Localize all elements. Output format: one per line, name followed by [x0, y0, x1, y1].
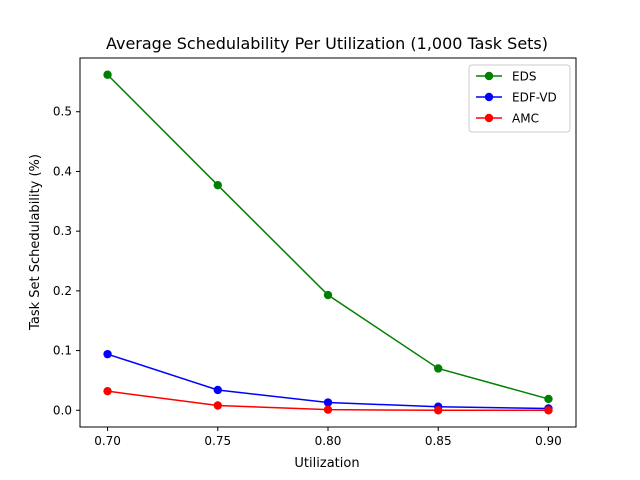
legend-box: [468, 64, 571, 133]
data-point: [434, 364, 443, 373]
x-tick-label: 0.70: [94, 434, 121, 448]
legend-marker: [484, 71, 494, 81]
legend-marker: [484, 92, 494, 102]
plot-area: 0.70 0.75 0.80 0.85 0.90 0.0 0.1 0.2 0.3 0.4 0.5: [53, 70, 562, 448]
chart-title: Average Schedulability Per Utilization (…: [106, 34, 548, 53]
data-point: [434, 406, 443, 415]
x-tick-label: 0.80: [315, 434, 342, 448]
data-point: [544, 394, 553, 404]
data-point: [103, 349, 112, 359]
data-point: [213, 401, 222, 410]
legend-label: AMC: [512, 112, 539, 126]
data-point: [103, 70, 112, 79]
x-tick-label: 0.75: [204, 434, 231, 448]
data-point: [544, 406, 553, 415]
legend-label: EDS: [512, 70, 536, 84]
y-axis-label: Task Set Schedulability (%): [28, 154, 43, 331]
data-point: [213, 385, 222, 395]
data-point: [103, 386, 112, 396]
y-tick-label: 0.3: [53, 224, 72, 238]
x-tick-label: 0.85: [425, 434, 452, 448]
y-tick-label: 0.1: [53, 344, 72, 358]
legend: EDS EDF-VD AMC: [468, 64, 571, 133]
data-point: [323, 398, 333, 407]
y-tick-label: 0.2: [53, 284, 72, 298]
data-point: [323, 290, 333, 300]
axes-frame: [79, 57, 577, 428]
y-tick-label: 0.5: [53, 105, 72, 119]
data-point: [213, 180, 222, 190]
x-axis-label: Utilization: [294, 456, 359, 471]
legend-label: EDF-VD: [512, 91, 557, 105]
data-point: [323, 405, 333, 414]
y-tick-label: 0.4: [53, 164, 72, 178]
y-tick-label: 0.0: [53, 403, 72, 417]
x-tick-label: 0.90: [535, 434, 562, 448]
legend-marker: [484, 113, 494, 123]
